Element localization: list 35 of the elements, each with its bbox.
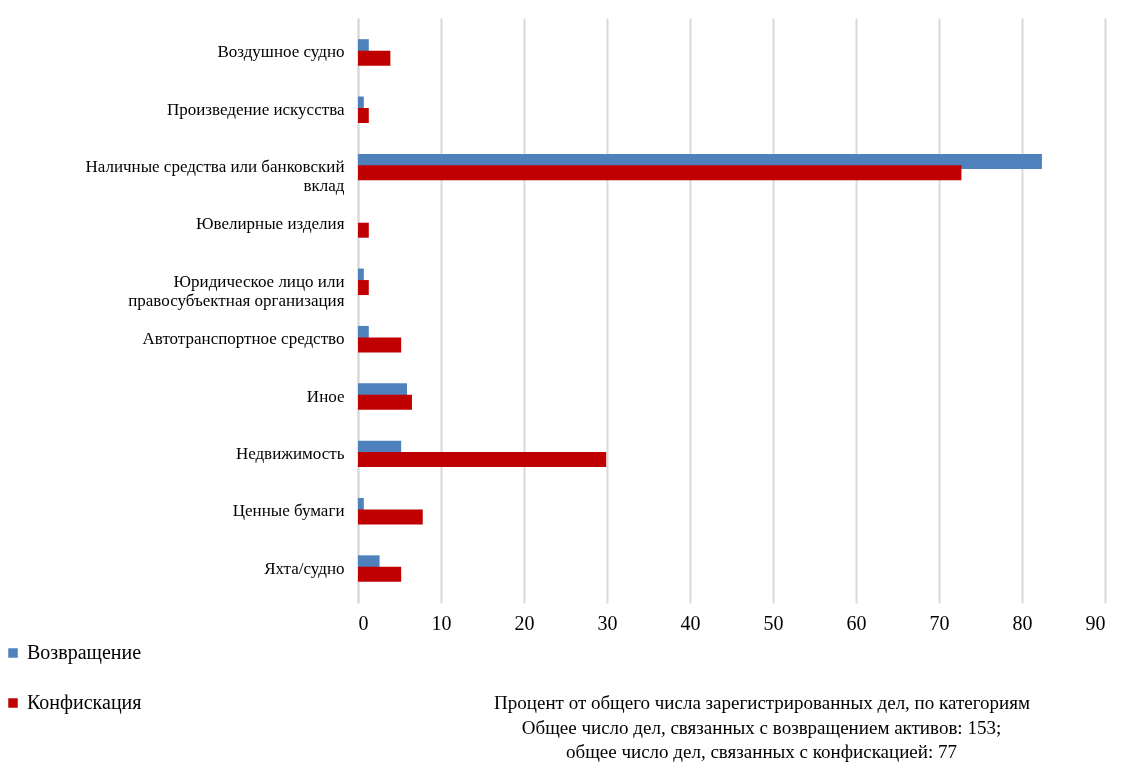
y-tick-label: Иное [306,386,345,406]
bar [358,452,607,468]
bar [358,165,962,181]
x-tick-label: 80 [1012,611,1033,634]
bar [358,394,412,410]
x-tick-label: 40 [680,611,701,634]
x-tick-label: 60 [846,611,867,634]
x-tick-label: 20 [514,611,535,634]
x-tick-label: 70 [929,611,950,634]
legend-label: Конфискация [27,691,142,714]
y-tick-label: Ювелирные изделия [196,214,345,234]
text: общее число дел, связанных с конфискацией: 77 [566,741,957,762]
x-tick-label: 0 [358,611,369,634]
x-tick-label: 10 [431,611,452,634]
text: Общее число дел, связанных с возвращением активов: 153; [521,717,1002,738]
y-tick-label: Юридическое лицо или правосубъектная организация [128,271,345,310]
y-tick-label: Произведение искусства [166,99,345,119]
x-tick-label: 30 [597,611,618,634]
y-tick-label: Автотранспортное средство [142,329,345,349]
y-tick-label: Наличные средства или банковский вклад [85,157,345,196]
bar [358,337,402,353]
bar [358,566,402,582]
bar [358,50,391,66]
bar [358,108,369,123]
x-tick-label: 50 [763,611,784,634]
y-tick-label: Ценные бумаги [232,501,345,521]
x-axis-title: Процент от общего числа зарегистрированных дел, по категориям [494,691,1030,713]
bar [358,222,369,238]
y-tick-label: Недвижимость [235,443,345,463]
x-tick-label: 90 [1085,611,1106,634]
y-tick-label: Воздушное судно [217,42,345,62]
bar [358,509,423,525]
y-tick-label: Яхта/судно [264,558,345,578]
legend-label: Возвращение [27,641,142,664]
bar [358,280,369,296]
